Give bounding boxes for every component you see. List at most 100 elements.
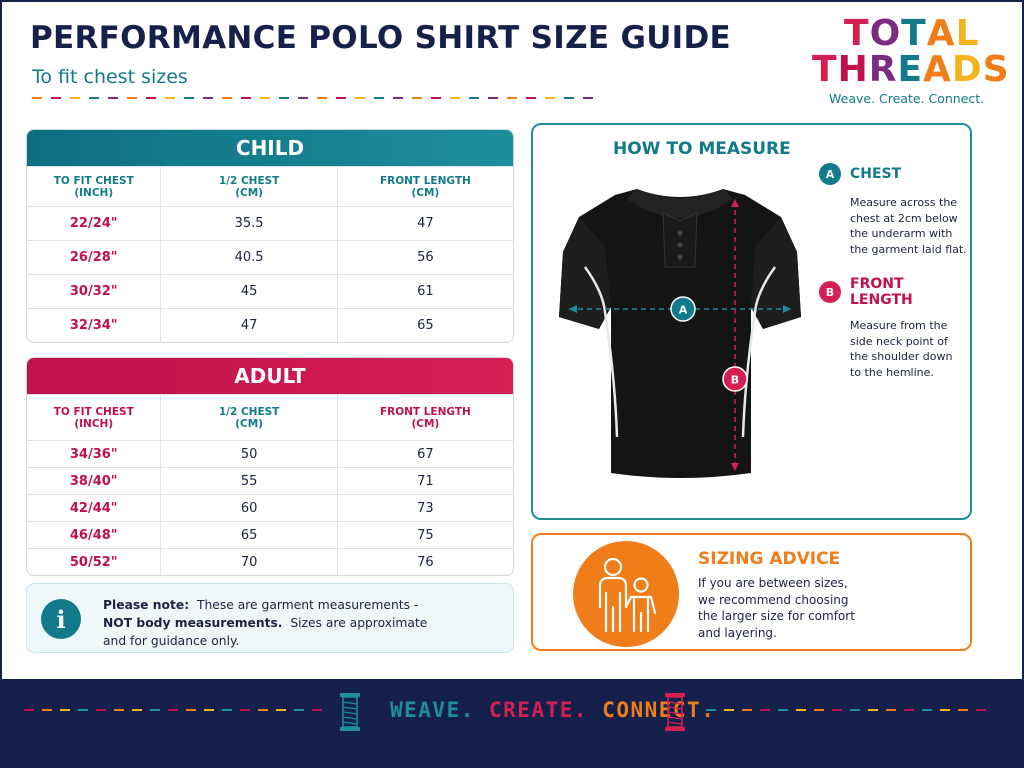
dash-segment bbox=[127, 97, 137, 99]
logo-letter: S bbox=[982, 49, 1010, 90]
dash-segment bbox=[564, 97, 574, 99]
child-body bbox=[624, 595, 657, 633]
dash-segment bbox=[868, 709, 878, 711]
shirt-side-panel-right bbox=[741, 266, 777, 438]
table-row: 32/34" 47 65 bbox=[27, 308, 513, 342]
shirt-right-sleeve bbox=[751, 217, 801, 329]
dash-segment bbox=[374, 97, 384, 99]
half-chest-cell: 65 bbox=[160, 522, 336, 548]
front-length-cell: 65 bbox=[336, 309, 513, 342]
marker-b-label: B bbox=[731, 374, 739, 387]
column-header-unit: (CM) bbox=[235, 417, 263, 430]
dash-segment bbox=[241, 97, 251, 99]
dash-segment bbox=[260, 97, 270, 99]
chest-legend-title: CHEST bbox=[850, 166, 902, 182]
dash-segment bbox=[70, 97, 80, 99]
child-table-heading: CHILD bbox=[27, 130, 513, 166]
thread-spool-icon bbox=[665, 693, 685, 731]
table-row: 42/44" 60 73 bbox=[27, 494, 513, 521]
column-header-front-length: FRONT LENGTH (CM) bbox=[336, 167, 513, 206]
logo-letter: T bbox=[844, 13, 870, 54]
dash-segment bbox=[850, 709, 860, 711]
badge-a-icon: A bbox=[819, 163, 841, 185]
column-header-unit: (CM) bbox=[411, 417, 440, 430]
note-text-line3: and for guidance only. bbox=[103, 634, 240, 648]
note-text-line1: These are garment measurements - bbox=[196, 598, 419, 612]
logo-letter: O bbox=[869, 13, 902, 54]
dash-segment bbox=[976, 709, 986, 711]
note-text-line2: Sizes are approximate bbox=[290, 616, 428, 630]
dash-segment bbox=[114, 709, 124, 711]
dash-segment bbox=[904, 709, 914, 711]
dash-segment bbox=[279, 97, 289, 99]
chest-size-cell: 38/40" bbox=[69, 473, 118, 489]
front-length-cell: 61 bbox=[336, 275, 513, 308]
column-header-front-length: FRONT LENGTH (CM) bbox=[336, 395, 513, 440]
info-icon: i bbox=[41, 599, 81, 639]
arrow-icon bbox=[569, 305, 577, 313]
dash-segment bbox=[317, 97, 327, 99]
note-text: Please note: These are garment measureme… bbox=[103, 596, 503, 650]
chest-size-cell: 42/44" bbox=[69, 500, 118, 516]
logo-letter: A bbox=[926, 13, 956, 54]
arrow-icon bbox=[731, 463, 739, 471]
description-line: to the hemline. bbox=[850, 365, 934, 379]
how-to-measure-panel: HOW TO MEASURE A B A CHEST M bbox=[531, 123, 972, 520]
marker-a-label: A bbox=[679, 304, 688, 317]
front-length-cell: 71 bbox=[336, 468, 513, 494]
dash-segment bbox=[294, 709, 304, 711]
header-dash-divider bbox=[32, 97, 593, 99]
chest-size-cell: 22/24" bbox=[69, 216, 118, 231]
dash-segment bbox=[240, 709, 250, 711]
dash-segment bbox=[51, 97, 61, 99]
dash-segment bbox=[204, 709, 214, 711]
chest-legend: A CHEST Measure across the chest at 2cm … bbox=[819, 163, 969, 257]
dash-segment bbox=[132, 709, 142, 711]
adult-table-heading: ADULT bbox=[27, 358, 513, 394]
logo-word-total: TOTAL bbox=[812, 16, 1002, 52]
column-header-unit: (INCH) bbox=[74, 417, 114, 430]
dash-segment bbox=[431, 97, 441, 99]
dash-segment bbox=[78, 709, 88, 711]
thread-spool-icon bbox=[340, 693, 360, 731]
dash-segment bbox=[832, 709, 842, 711]
description-line: the shoulder down bbox=[850, 350, 953, 363]
shirt-body bbox=[559, 189, 801, 478]
chest-legend-heading: A CHEST bbox=[819, 163, 969, 185]
dash-segment bbox=[545, 97, 555, 99]
total-threads-logo: TOTAL THREADS Weave. Create. Connect. bbox=[812, 16, 1009, 107]
logo-tagline: Weave. Create. Connect. bbox=[829, 91, 985, 106]
dash-segment bbox=[940, 709, 950, 711]
shirt-placket bbox=[662, 212, 698, 268]
note-box: i Please note: These are garment measure… bbox=[26, 583, 514, 653]
shirt-collar bbox=[627, 189, 733, 219]
advice-line: and layering. bbox=[698, 625, 777, 640]
column-header-unit: (INCH) bbox=[74, 186, 114, 199]
dash-segment bbox=[60, 709, 70, 711]
logo-letter: R bbox=[868, 49, 898, 90]
sizing-advice-text: If you are between sizes, we recommend c… bbox=[698, 575, 958, 641]
column-header-half-chest: 1/2 CHEST (CM) bbox=[160, 167, 336, 206]
dash-segment bbox=[958, 709, 968, 711]
front-length-legend-heading: B FRONT LENGTH bbox=[819, 276, 969, 308]
dash-segment bbox=[450, 97, 460, 99]
dash-segment bbox=[150, 709, 160, 711]
table-row: 34/36" 50 67 bbox=[27, 440, 513, 467]
advice-line: If you are between sizes, bbox=[698, 576, 848, 590]
half-chest-cell: 47 bbox=[160, 309, 336, 342]
column-header-text: 1/2 CHEST bbox=[218, 174, 280, 187]
half-chest-cell: 50 bbox=[160, 441, 336, 467]
footer-word-weave: WEAVE. bbox=[390, 698, 475, 722]
front-length-legend-title: FRONT LENGTH bbox=[850, 276, 913, 308]
dash-segment bbox=[24, 709, 34, 711]
column-header-chest-inch: TO FIT CHEST (INCH) bbox=[27, 167, 160, 206]
polo-shirt-illustration: A B bbox=[559, 189, 801, 478]
table-row: 50/52" 70 76 bbox=[27, 548, 513, 575]
dash-segment bbox=[298, 97, 308, 99]
column-header-text: FRONT LENGTH bbox=[379, 405, 471, 418]
dash-segment bbox=[258, 709, 268, 711]
dash-segment bbox=[355, 97, 365, 99]
child-column-headers: TO FIT CHEST (INCH) 1/2 CHEST (CM) FRONT L… bbox=[27, 166, 513, 206]
chest-size-cell: 46/48" bbox=[69, 527, 118, 543]
